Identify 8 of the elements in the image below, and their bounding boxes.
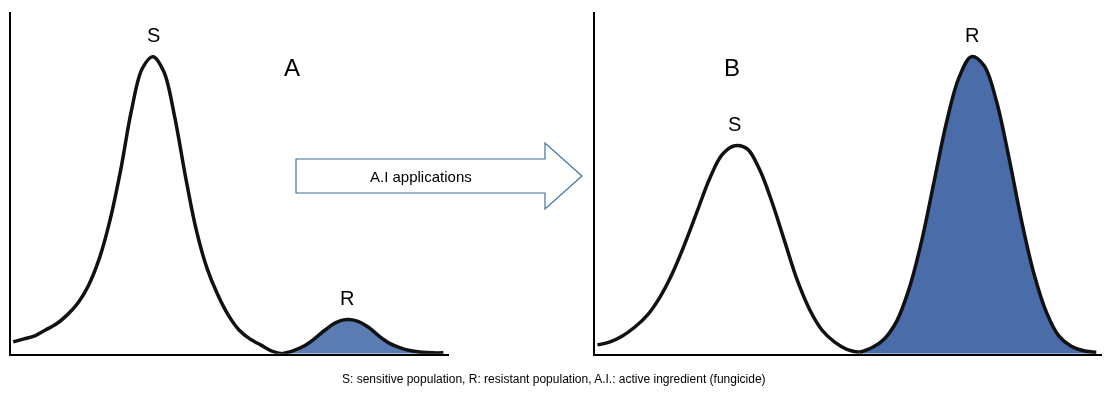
series-label: S bbox=[728, 113, 742, 135]
annotation: B bbox=[724, 54, 741, 81]
text: S: sensitive population, R: resistant population, A.I.: active ingredient (fungicide) bbox=[342, 372, 766, 386]
annotation: A bbox=[284, 54, 301, 81]
annotation: A.I applications bbox=[370, 168, 472, 185]
series-label: S bbox=[147, 24, 161, 46]
series-label: R bbox=[340, 287, 355, 309]
series-label: R bbox=[965, 24, 980, 46]
